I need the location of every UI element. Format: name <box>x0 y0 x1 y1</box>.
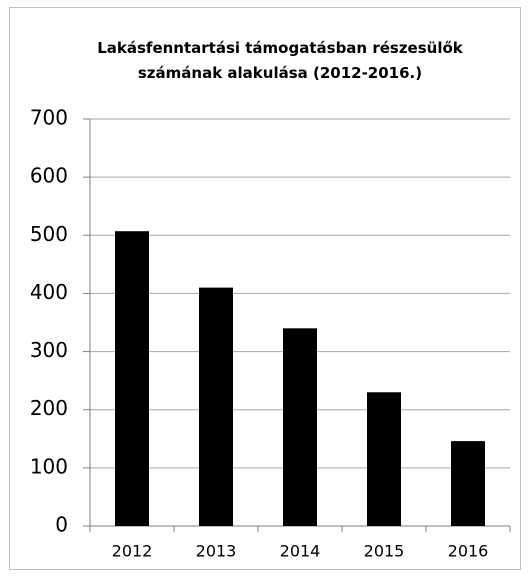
chart-title: Lakásfenntartási támogatásban részesülők… <box>97 39 463 82</box>
y-tick-label: 100 <box>30 454 68 478</box>
bar <box>283 328 317 526</box>
y-tick-label: 200 <box>30 396 68 420</box>
y-tick-label: 0 <box>55 513 68 537</box>
x-tick-label: 2014 <box>280 542 321 561</box>
y-tick-label: 300 <box>30 338 68 362</box>
chart-frame <box>9 7 521 570</box>
bar <box>367 392 401 526</box>
x-tick-label: 2015 <box>364 542 405 561</box>
y-tick-label: 400 <box>30 280 68 304</box>
bar <box>115 231 149 527</box>
y-tick-label: 500 <box>30 222 68 246</box>
y-tick-label: 700 <box>30 106 68 130</box>
y-tick-label: 600 <box>30 164 68 188</box>
bar <box>451 441 485 526</box>
x-tick-label: 2016 <box>448 542 489 561</box>
x-tick-label: 2013 <box>196 542 237 561</box>
x-tick-label: 2012 <box>112 542 153 561</box>
bar <box>199 287 233 526</box>
